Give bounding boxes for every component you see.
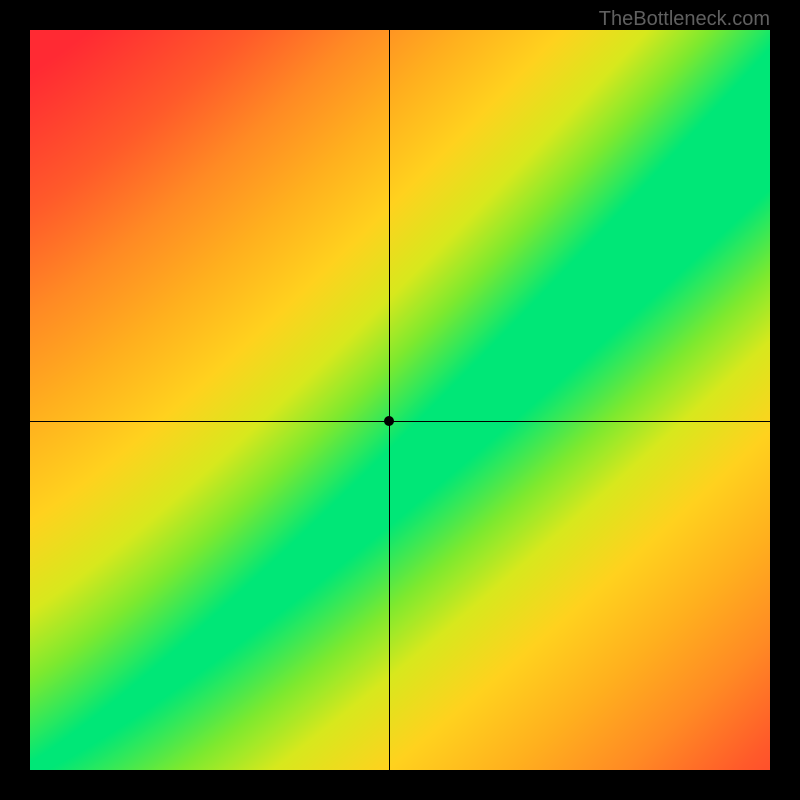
crosshair-horizontal xyxy=(30,421,770,422)
crosshair-vertical xyxy=(389,30,390,770)
heatmap-canvas xyxy=(30,30,770,770)
chart-container: TheBottleneck.com xyxy=(0,0,800,800)
plot-area xyxy=(30,30,770,770)
crosshair-marker xyxy=(384,416,394,426)
watermark-text: TheBottleneck.com xyxy=(599,8,770,31)
